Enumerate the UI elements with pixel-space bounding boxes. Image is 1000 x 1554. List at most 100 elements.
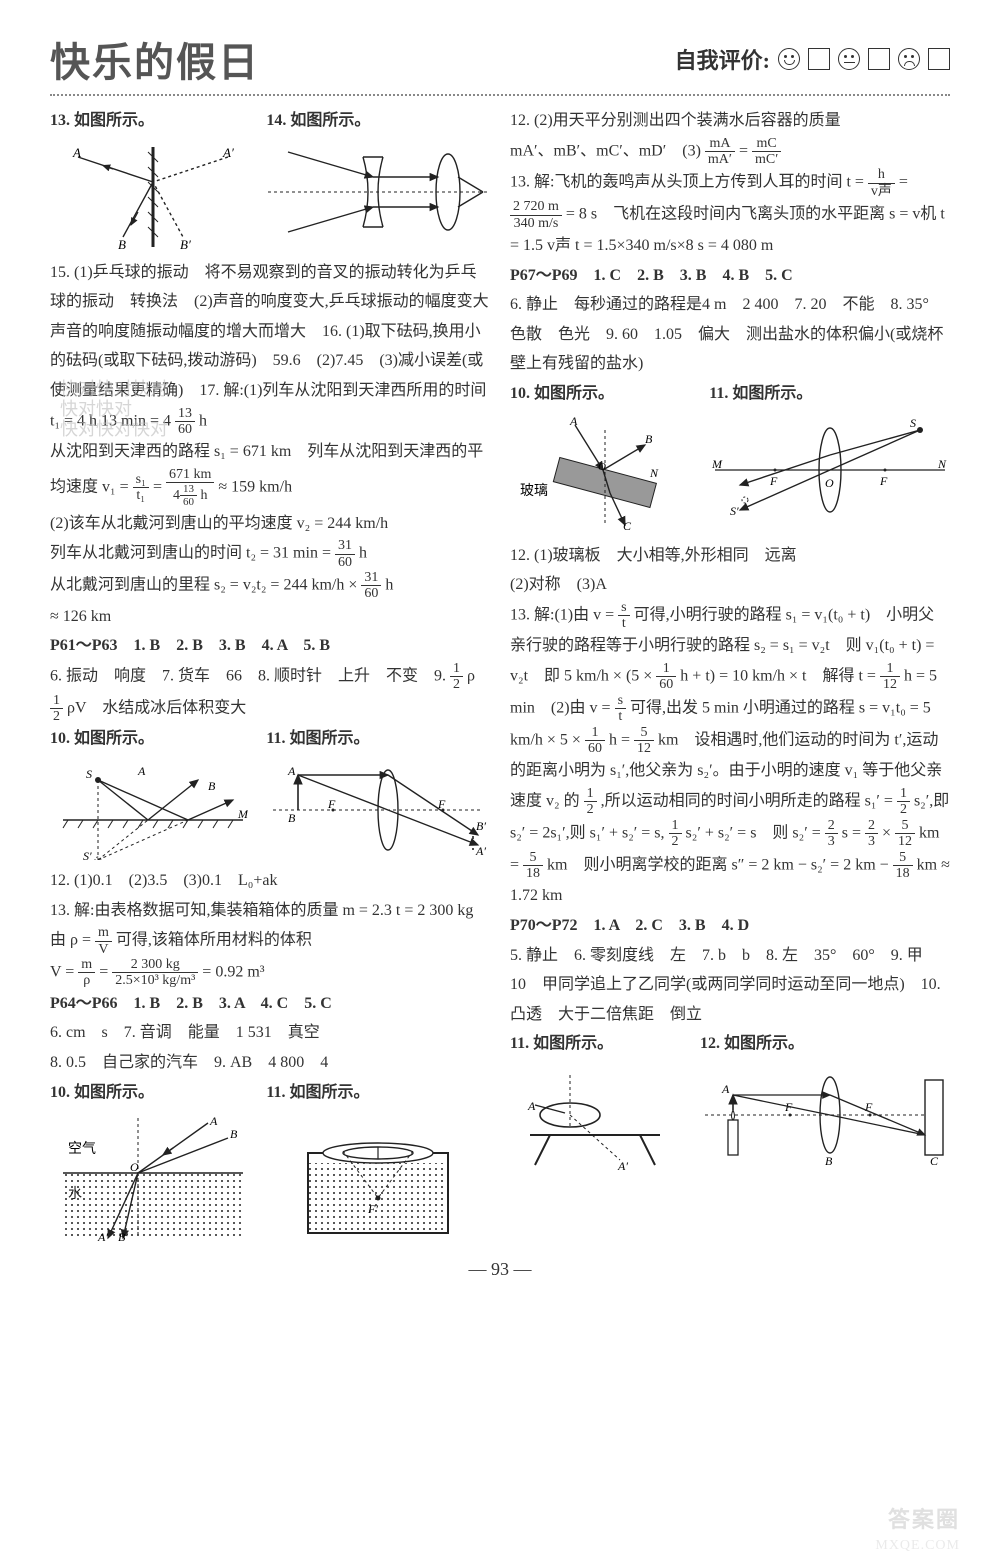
q17b: (2)该车从北戴河到唐山的平均速度 v₂ = 244 km/h xyxy=(50,509,490,539)
p61-q13-frac: mV xyxy=(95,925,112,957)
p67b: 6. 静止 每秒通过的路程是4 m 2 400 7. 20 不能 8. 35° … xyxy=(510,290,950,379)
self-eval-label: 自我评价: xyxy=(675,43,770,75)
fig-p61-10: M S S′ A B xyxy=(50,760,256,860)
fig-p70-12: A B F F C xyxy=(700,1065,950,1165)
p61b: 6. 振动 响度 7. 货车 66 8. 顺时针 上升 不变 9. xyxy=(50,667,450,684)
book-title: 快乐的假日 xyxy=(50,30,260,88)
svg-text:F′: F′ xyxy=(367,1202,378,1216)
svg-text:玻璃: 玻璃 xyxy=(520,482,548,499)
half-rho-2: 12 xyxy=(50,693,63,725)
s2-a: 从北戴河到唐山的里程 s₂ = v₂t₂ = 244 km/h × xyxy=(50,576,361,593)
v1-tail: ≈ 159 km/h xyxy=(218,478,292,495)
svg-text:B: B xyxy=(645,432,653,446)
p64b: 6. cm s 7. 音调 能量 1 531 真空 xyxy=(50,1018,490,1048)
p64-q10: 10. 如图所示。 xyxy=(50,1078,256,1108)
t2-frac: 3160 xyxy=(335,538,355,570)
svg-text:A′: A′ xyxy=(475,844,486,858)
svg-text:A: A xyxy=(137,764,146,778)
p61-q10: 10. 如图所示。 xyxy=(50,724,256,754)
svg-text:空气: 空气 xyxy=(68,1141,96,1157)
svg-text:水: 水 xyxy=(68,1186,82,1202)
svg-text:B: B xyxy=(118,237,126,252)
v1-frac1: s₁t₁ xyxy=(133,472,149,504)
r13c-a: 13. 解:(1)由 v = xyxy=(510,606,618,623)
q15-text: 15. (1)乒乓球的振动 将不易观察到的音叉的振动转化为乒乓球的振动 转换法 … xyxy=(50,258,490,406)
svg-text:C: C xyxy=(930,1154,939,1165)
p64c: 8. 0.5 自己家的汽车 9. AB 4 800 4 xyxy=(50,1048,490,1078)
svg-text:A′: A′ xyxy=(97,1230,108,1243)
half-rho-1: 12 xyxy=(450,661,463,693)
p61-head: P61～P63 1. B 2. B 3. B 4. A 5. B xyxy=(50,631,490,661)
checkbox-happy[interactable] xyxy=(808,48,830,70)
V-frac2: 2 300 kg2.5×10³ kg/m³ xyxy=(112,957,198,989)
fig-13: A B A′ B′ xyxy=(50,142,256,252)
svg-text:B: B xyxy=(288,811,296,825)
svg-text:B′: B′ xyxy=(476,819,486,833)
page-footer: — 93 — xyxy=(50,1259,950,1280)
fig-p70-11: A A′ xyxy=(510,1065,690,1175)
svg-text:N: N xyxy=(649,466,659,480)
r13-fr2: 2 720 m340 m/s xyxy=(510,199,562,231)
svg-text:M: M xyxy=(237,807,248,821)
svg-text:A: A xyxy=(721,1082,730,1096)
V-a: V = xyxy=(50,964,78,981)
p61-q12: 12. (1)0.1 (2)3.5 (3)0.1 L₀+ak xyxy=(50,866,490,896)
svg-text:C: C xyxy=(623,519,632,533)
svg-text:S: S xyxy=(86,767,92,781)
checkbox-neutral[interactable] xyxy=(868,48,890,70)
s2-c: ≈ 126 km xyxy=(50,602,490,632)
svg-text:A: A xyxy=(209,1114,218,1128)
q13-label: 13. 如图所示。 xyxy=(50,106,256,136)
right-column: 12. (2)用天平分别测出四个装满水后容器的质量 mA′、mB′、mC′、mD… xyxy=(510,106,950,1249)
fig-p64-11: F′ xyxy=(266,1113,490,1243)
p64-head: P64～P66 1. B 2. B 3. A 4. C 5. C xyxy=(50,989,490,1019)
s2-frac: 3160 xyxy=(361,570,381,602)
t1-b: h xyxy=(199,412,207,429)
svg-text:B: B xyxy=(208,779,216,793)
p70-head: P70～P72 1. A 2. C 3. B 4. D xyxy=(510,911,950,941)
page-header: 快乐的假日 自我评价: xyxy=(50,30,950,88)
p61-q13b: 可得,该箱体所用材料的体积 xyxy=(116,932,312,949)
svg-text:A: A xyxy=(527,1099,536,1113)
r13-b: = 8 s 飞机在这段时间内飞离头顶的水平距离 s = v机 t = 1.5 v… xyxy=(510,206,945,254)
svg-text:A: A xyxy=(287,764,296,778)
svg-text:A′: A′ xyxy=(617,1159,628,1173)
svg-text:B: B xyxy=(230,1127,238,1141)
p61-q11: 11. 如图所示。 xyxy=(266,724,490,754)
r12c: 12. (1)玻璃板 大小相等,外形相同 远离 xyxy=(510,541,950,571)
svg-text:A: A xyxy=(569,415,578,428)
svg-text:O: O xyxy=(598,461,606,473)
svg-text:B′: B′ xyxy=(118,1230,128,1243)
svg-text:F: F xyxy=(327,797,336,811)
p70-q11: 11. 如图所示。 xyxy=(510,1029,690,1059)
t2-b: h xyxy=(359,545,367,562)
watermark-url: MXQE.COM xyxy=(875,1538,960,1554)
r12b-a: mA′、mB′、mC′、mD′ (3) xyxy=(510,142,701,159)
fig-p61-11: F F A B B′ A′ xyxy=(266,760,490,860)
t2-a: 列车从北戴河到唐山的时间 t₂ = 31 min = xyxy=(50,545,335,562)
v1-a: v₁ = xyxy=(102,478,133,495)
header-divider xyxy=(50,94,950,96)
V-tail: = 0.92 m³ xyxy=(202,964,264,981)
p67-q10: 10. 如图所示。 xyxy=(510,379,699,409)
svg-text:S′: S′ xyxy=(83,849,92,860)
p70b: 5. 静止 6. 零刻度线 左 7. b b 8. 左 35° 60° 9. 甲… xyxy=(510,941,950,1030)
svg-text:F: F xyxy=(879,474,888,488)
t1-frac: 1360 xyxy=(175,406,195,438)
r12d: (2)对称 (3)A xyxy=(510,570,950,600)
V-frac1: mρ xyxy=(78,957,95,989)
fig-p67-10: 玻璃 N A B C O xyxy=(510,415,699,535)
t1-a: t₁ = 4 h 13 min = 4 xyxy=(50,412,171,429)
svg-text:N: N xyxy=(937,457,947,471)
checkbox-sad[interactable] xyxy=(928,48,950,70)
s2-b: h xyxy=(385,576,393,593)
left-column: 13. 如图所示。 A B A′ B′ 14. xyxy=(50,106,490,1249)
fig-p64-10: 空气 水 A B O A′ B′ xyxy=(50,1113,256,1243)
content-columns: 13. 如图所示。 A B A′ B′ 14. xyxy=(50,106,950,1249)
svg-text:O: O xyxy=(130,1160,139,1174)
svg-text:A: A xyxy=(72,145,81,160)
q14-label: 14. 如图所示。 xyxy=(266,106,490,136)
svg-text:M: M xyxy=(711,457,723,471)
V-mid: = xyxy=(99,964,112,981)
face-happy-icon xyxy=(778,48,800,70)
